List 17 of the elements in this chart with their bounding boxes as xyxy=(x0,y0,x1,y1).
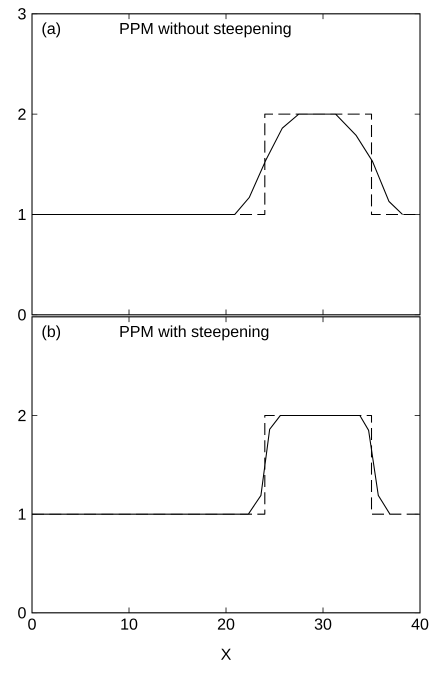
annotation: (b) xyxy=(42,325,60,340)
x-tick-label: 0 xyxy=(28,618,36,630)
y-tick-label: 0 xyxy=(18,607,26,618)
x-tick-label: 40 xyxy=(411,618,428,630)
x-tick-label: 20 xyxy=(218,618,234,630)
y-tick-label: 3 xyxy=(18,8,26,20)
y-tick-label: 1 xyxy=(18,508,26,520)
y-tick-label: 0 xyxy=(18,309,26,320)
annotation: PPM without steepening xyxy=(120,22,290,38)
x-tick-label: 10 xyxy=(121,618,138,630)
annotation: PPM with steepening xyxy=(120,325,268,340)
x-axis-title: X xyxy=(220,648,231,660)
y-tick-label: 1 xyxy=(18,208,26,220)
y-tick-label: 2 xyxy=(18,410,26,422)
annotation: (a) xyxy=(42,22,60,38)
y-tick-label: 2 xyxy=(18,108,26,120)
x-tick-label: 30 xyxy=(314,618,332,630)
